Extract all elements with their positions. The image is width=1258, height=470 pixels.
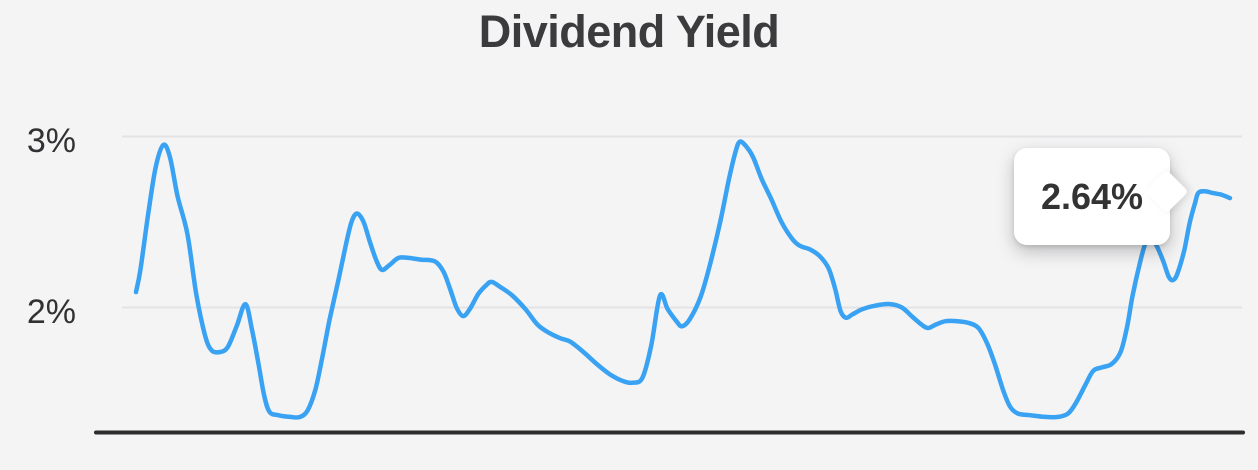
chart-title: Dividend Yield — [478, 6, 780, 57]
dividend-yield-line[interactable] — [133, 139, 1233, 420]
gridline-group — [122, 135, 1242, 309]
y-axis-tick-label-3pct: 3% — [26, 122, 76, 160]
tooltip-value: 2.64% — [1040, 175, 1144, 217]
y-axis-tick-label-2pct: 2% — [26, 293, 76, 331]
value-tooltip: 2.64% — [1014, 148, 1189, 245]
